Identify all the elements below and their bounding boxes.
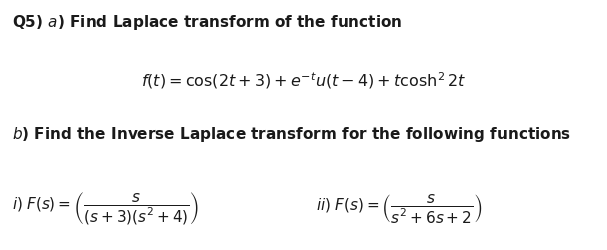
Text: $ii)\; F(s) = \left(\dfrac{s}{s^2+6s+2}\right)$: $ii)\; F(s) = \left(\dfrac{s}{s^2+6s+2}\… xyxy=(316,191,482,224)
Text: $f(t) = \cos(2t + 3) + e^{-t}u(t - 4) + t\cosh^2 2t$: $f(t) = \cos(2t + 3) + e^{-t}u(t - 4) + … xyxy=(141,70,466,90)
Text: $\mathit{b}$) Find the Inverse Laplace transform for the following functions: $\mathit{b}$) Find the Inverse Laplace t… xyxy=(12,125,571,144)
Text: Q5) $\mathit{a}$) Find Laplace transform of the function: Q5) $\mathit{a}$) Find Laplace transform… xyxy=(12,12,402,32)
Text: $i)\; F(s) = \left(\dfrac{s}{(s+3)(s^2+4)}\right)$: $i)\; F(s) = \left(\dfrac{s}{(s+3)(s^2+4… xyxy=(12,190,199,226)
